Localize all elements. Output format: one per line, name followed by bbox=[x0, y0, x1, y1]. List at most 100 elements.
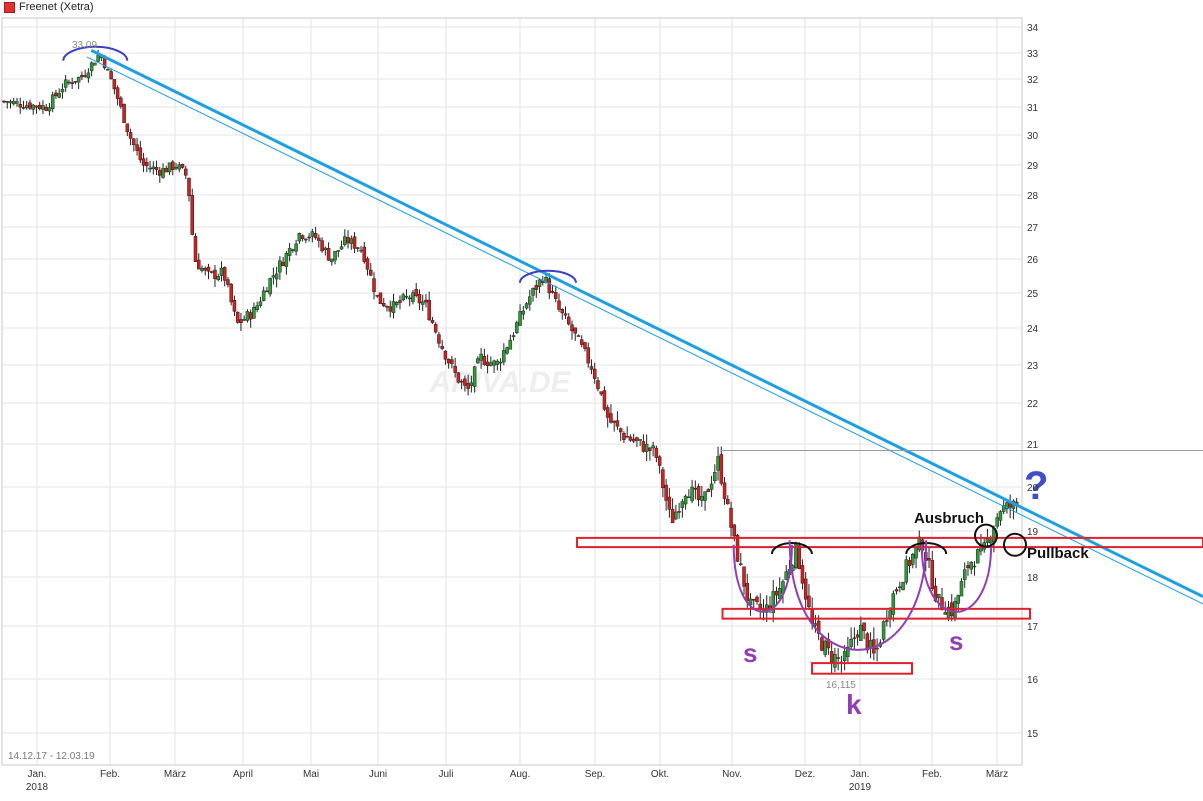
candle-body bbox=[326, 248, 331, 261]
candle-body bbox=[959, 581, 964, 597]
candle-body bbox=[495, 360, 500, 365]
candle-body bbox=[323, 247, 328, 250]
y-tick-label: 28 bbox=[1027, 191, 1039, 202]
annotation-question: ? bbox=[1024, 464, 1048, 508]
candle-body bbox=[151, 166, 156, 169]
x-tick-label: Juni bbox=[369, 769, 387, 780]
candle-body bbox=[235, 311, 240, 323]
candle-body bbox=[602, 390, 607, 410]
candle-body bbox=[862, 622, 866, 631]
candle-body bbox=[398, 300, 402, 303]
candle-body bbox=[440, 345, 444, 349]
candle-body bbox=[576, 335, 581, 337]
candle-body bbox=[424, 299, 428, 303]
candle-body bbox=[703, 491, 707, 501]
x-tick-year-label: 2018 bbox=[26, 782, 49, 793]
candle-body bbox=[203, 268, 207, 271]
candle-body bbox=[466, 383, 470, 389]
candle-body bbox=[609, 413, 613, 423]
candle-body bbox=[995, 517, 999, 527]
candle-body bbox=[145, 162, 149, 167]
chart-title-legend: Freenet (Xetra) bbox=[4, 1, 94, 13]
candle-body bbox=[411, 292, 415, 302]
candle-body bbox=[443, 350, 448, 360]
candle-body bbox=[381, 303, 386, 307]
candle-body bbox=[459, 380, 464, 383]
candle-body bbox=[346, 237, 350, 244]
candle-body bbox=[213, 269, 217, 280]
arc-top-dec bbox=[770, 542, 813, 555]
candle-body bbox=[356, 247, 360, 249]
candle-body bbox=[261, 290, 266, 301]
candle-body bbox=[998, 511, 1003, 521]
candle-body bbox=[683, 495, 688, 505]
candle-body bbox=[641, 441, 646, 452]
y-tick-label: 21 bbox=[1027, 440, 1039, 451]
x-tick-label: Dez. bbox=[795, 769, 816, 780]
candles bbox=[2, 49, 1019, 675]
candle-body bbox=[852, 637, 857, 640]
candle-body bbox=[881, 621, 886, 640]
candle-body bbox=[158, 170, 162, 176]
candle-body bbox=[106, 69, 110, 71]
candle-body bbox=[219, 267, 224, 276]
candle-body bbox=[450, 359, 454, 364]
candle-body bbox=[914, 546, 918, 559]
candle-body bbox=[278, 260, 282, 273]
candle-body bbox=[755, 596, 759, 603]
candle-body bbox=[554, 292, 558, 299]
candle-body bbox=[690, 486, 694, 502]
candle-body bbox=[855, 634, 860, 638]
candle-body bbox=[560, 308, 565, 314]
candle-body bbox=[648, 447, 652, 451]
x-tick-label: Sep. bbox=[585, 769, 606, 780]
candle-body bbox=[638, 439, 642, 441]
candle-body bbox=[807, 595, 811, 608]
label-low: 16,115 bbox=[826, 680, 856, 691]
candle-body bbox=[726, 498, 730, 505]
candle-body bbox=[96, 55, 100, 62]
candle-body bbox=[752, 598, 756, 601]
candle-body bbox=[709, 483, 714, 490]
candle-body bbox=[748, 598, 753, 606]
candle-body bbox=[904, 559, 909, 583]
candle-body bbox=[716, 456, 720, 471]
y-tick-label: 26 bbox=[1027, 255, 1039, 266]
candle-body bbox=[476, 358, 480, 364]
candle-body bbox=[592, 368, 597, 379]
candle-body bbox=[83, 75, 87, 77]
zone-shoulder-support bbox=[721, 607, 1031, 620]
candle-body bbox=[586, 347, 590, 364]
candle-body bbox=[407, 297, 412, 300]
candle-body bbox=[291, 249, 295, 251]
zone-neckline bbox=[576, 536, 1203, 549]
candle-body bbox=[274, 273, 279, 280]
candle-body bbox=[859, 624, 863, 641]
candle-body bbox=[498, 361, 503, 364]
x-tick-label: Nov. bbox=[722, 769, 742, 780]
candle-body bbox=[988, 539, 993, 544]
watermark: ARIVA.DE bbox=[428, 366, 571, 399]
candle-body bbox=[579, 339, 584, 345]
candle-body bbox=[284, 253, 289, 267]
candle-body bbox=[972, 565, 977, 568]
candle-body bbox=[485, 361, 490, 367]
candle-body bbox=[119, 97, 123, 107]
y-tick-label: 25 bbox=[1027, 289, 1039, 300]
candle-body bbox=[885, 620, 889, 622]
candle-body bbox=[557, 300, 561, 310]
trendline-thin bbox=[86, 56, 1203, 605]
candle-body bbox=[190, 195, 195, 235]
candle-body bbox=[365, 258, 370, 270]
candle-body bbox=[404, 295, 409, 298]
candle-body bbox=[180, 163, 185, 168]
candle-body bbox=[333, 251, 337, 261]
candle-body bbox=[635, 437, 639, 441]
candle-body bbox=[722, 482, 727, 500]
candle-body bbox=[865, 633, 870, 651]
candle-body bbox=[148, 167, 152, 170]
candle-body bbox=[50, 94, 55, 110]
candle-body bbox=[570, 324, 574, 332]
candle-body bbox=[599, 391, 603, 395]
